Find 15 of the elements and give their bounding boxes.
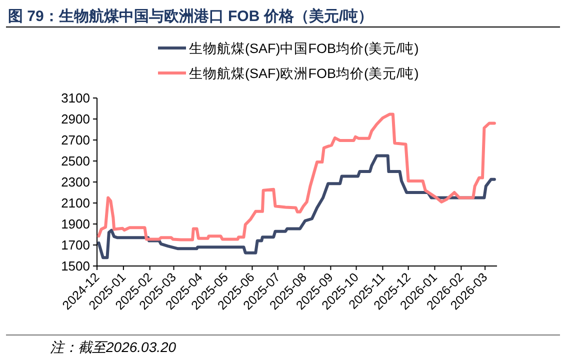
text: 注：截至2026.03.20 <box>50 339 176 355</box>
y-tick-label: 1700 <box>61 238 90 252</box>
y-tick-label: 2500 <box>61 154 90 168</box>
y-tick-label: 1500 <box>61 258 90 274</box>
y-tick-label: 3100 <box>61 90 90 106</box>
chart-title: 图 79：生物航煤中国与欧洲港口 FOB 价格（美元/吨） <box>8 7 374 25</box>
y-tick-label: 2700 <box>61 132 90 148</box>
y-tick-label: 2900 <box>61 112 90 126</box>
y-tick-label: 2300 <box>61 174 90 190</box>
legend-label: 生物航煤(SAF)欧洲FOB均价(美元/吨) <box>189 66 419 81</box>
line-series <box>97 154 496 260</box>
line-series <box>97 112 496 242</box>
y-tick-label: 2100 <box>61 196 90 210</box>
legend-label: 生物航煤(SAF)中国FOB均价(美元/吨) <box>189 41 419 56</box>
y-tick-label: 1900 <box>61 216 90 232</box>
